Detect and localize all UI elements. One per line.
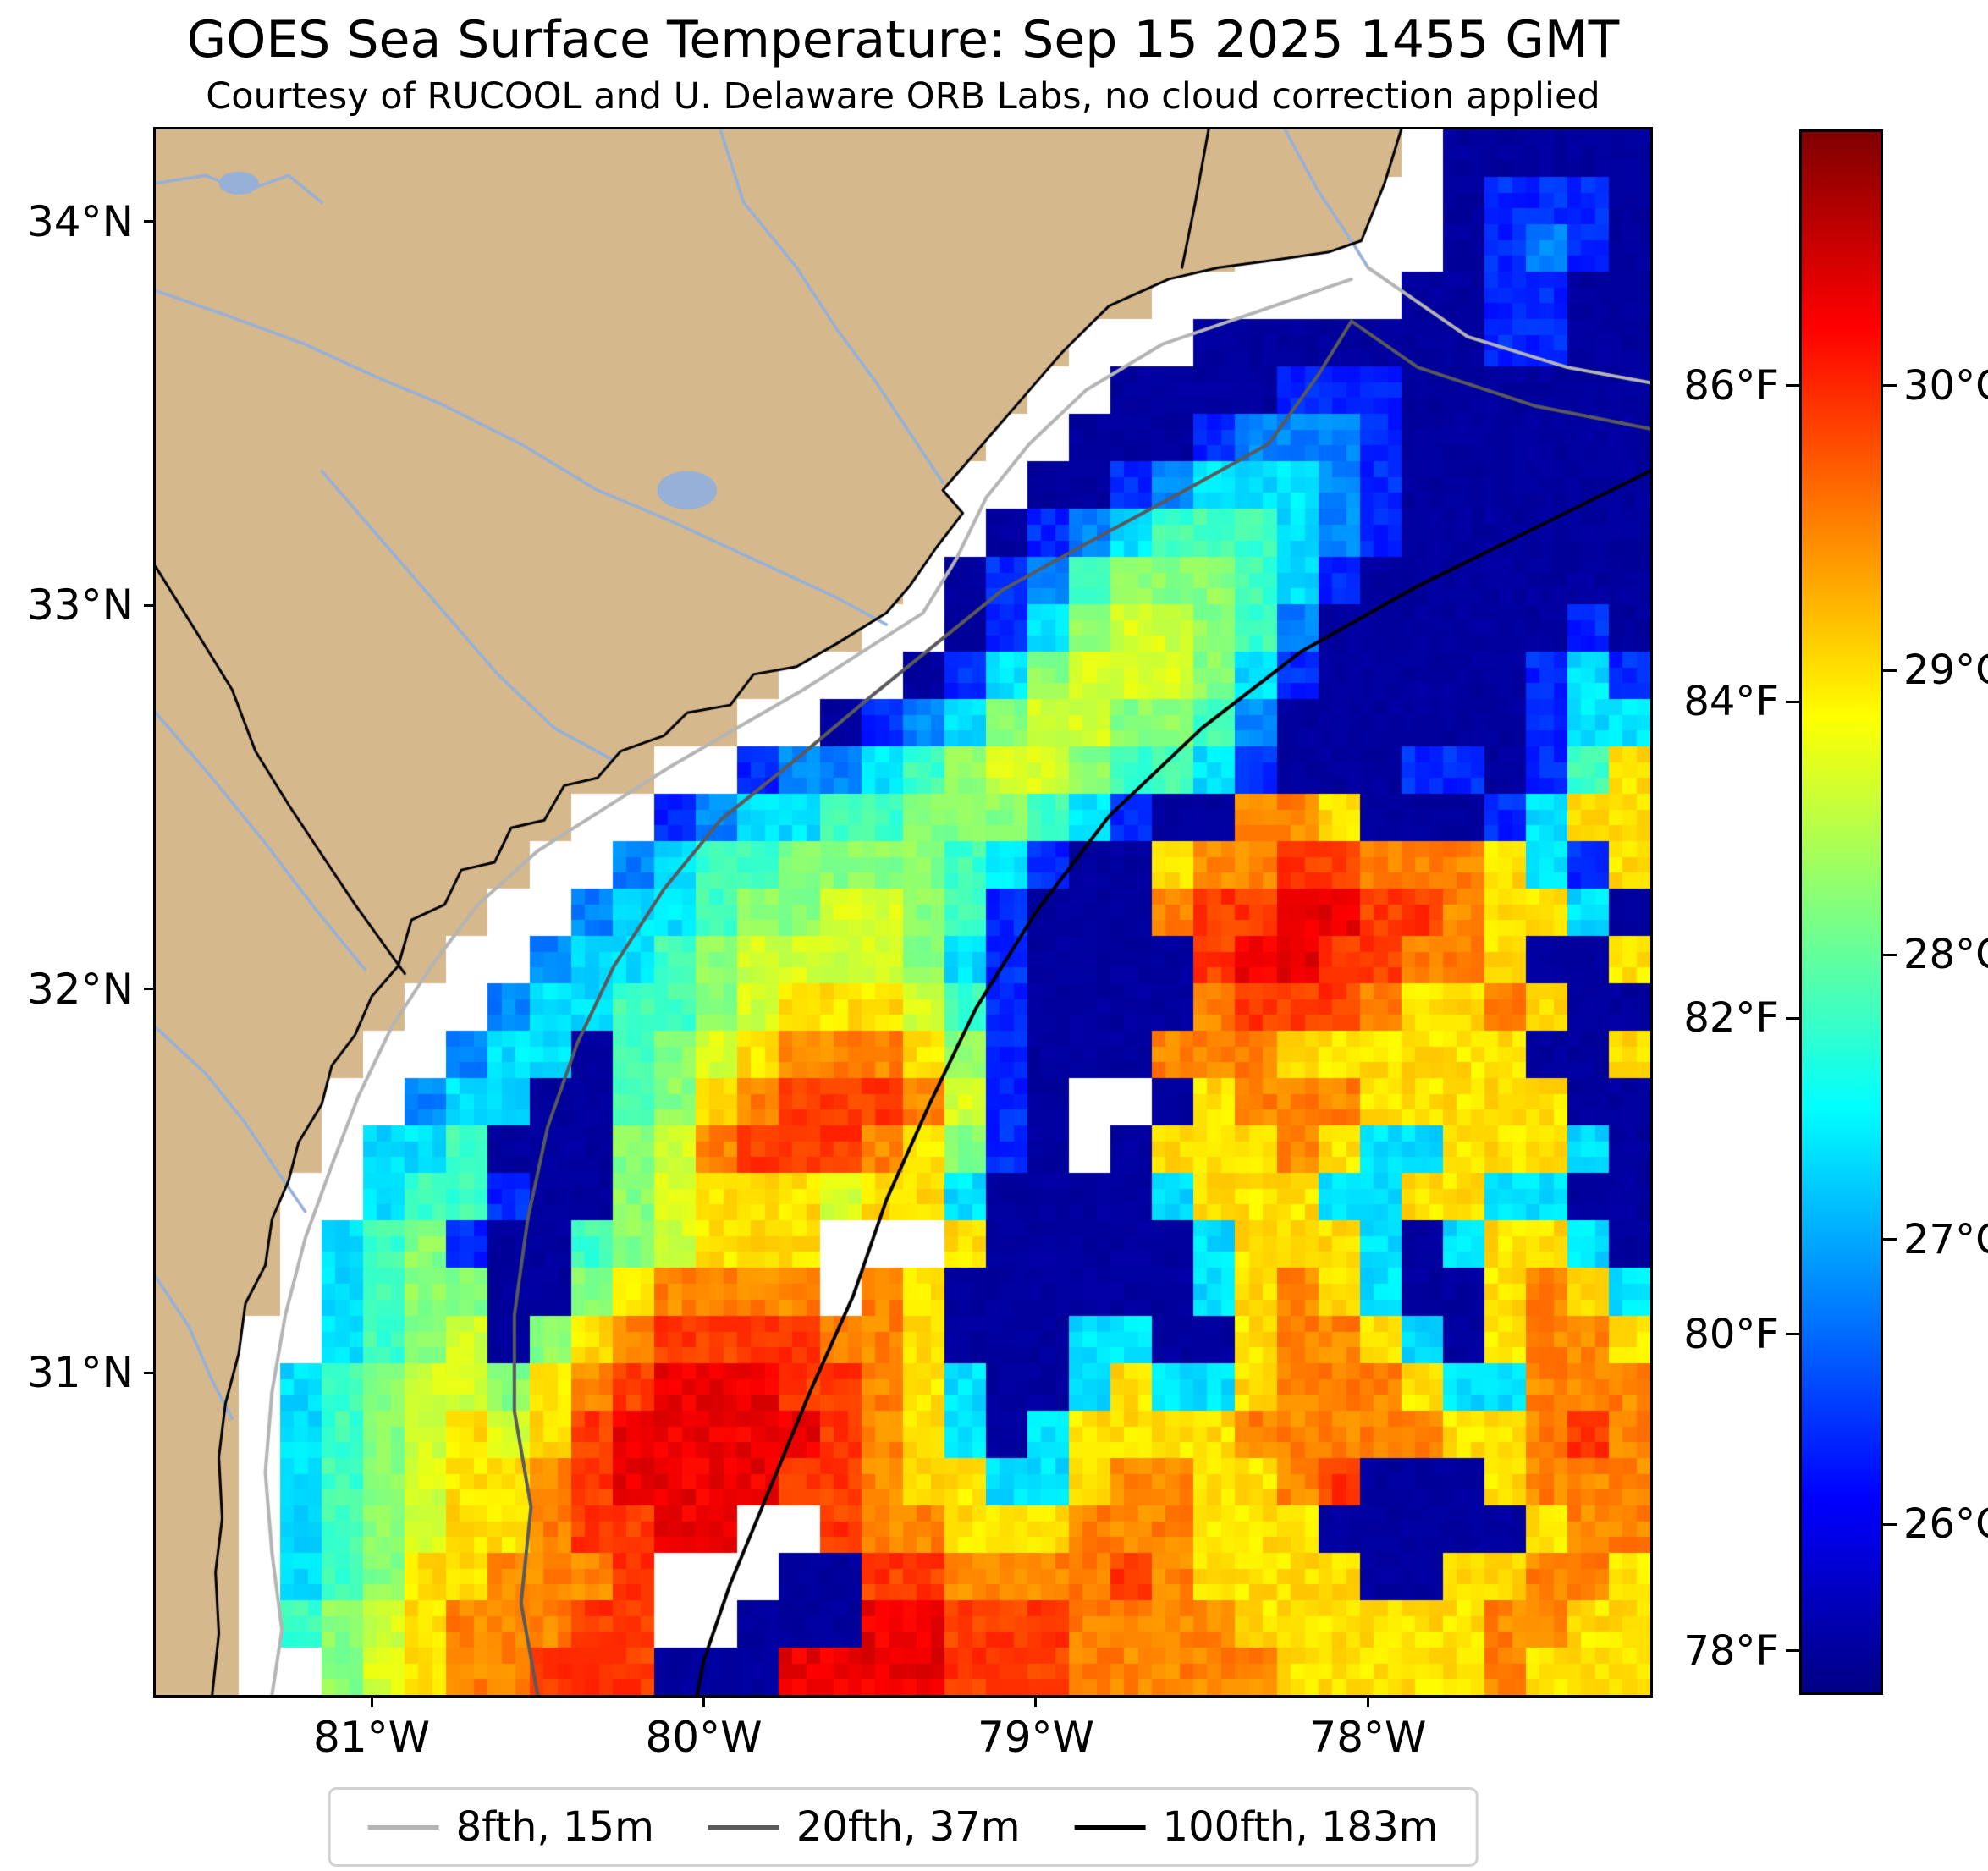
legend-label: 8fth, 15m <box>455 1803 654 1851</box>
colorbar-tick-celsius <box>1883 1522 1897 1526</box>
y-axis: 34°N 33°N 32°N 31°N <box>0 129 156 1695</box>
colorbar-tick-celsius <box>1883 669 1897 672</box>
colorbar-tick-fahrenheit <box>1786 1649 1799 1653</box>
legend-line-swatch <box>367 1824 439 1830</box>
chart-title: GOES Sea Surface Temperature: Sep 15 202… <box>186 10 1620 69</box>
x-tick-label: 81°W <box>313 1713 431 1762</box>
legend-label: 100fth, 183m <box>1162 1803 1439 1851</box>
colorbar-label-fahrenheit: 78°F <box>1683 1626 1779 1675</box>
colorbar-label-fahrenheit: 80°F <box>1683 1310 1779 1358</box>
sst-map-canvas <box>156 129 1650 1695</box>
y-tick-label: 33°N <box>26 581 134 630</box>
colorbar-gradient <box>1799 129 1883 1695</box>
colorbar-tick-celsius <box>1883 953 1897 956</box>
colorbar-tick-fahrenheit <box>1786 1333 1799 1336</box>
colorbar-tick-celsius <box>1883 384 1897 388</box>
colorbar-label-fahrenheit: 84°F <box>1683 678 1779 726</box>
contour-legend: 8fth, 15m 20fth, 37m 100fth, 183m <box>328 1787 1479 1867</box>
x-tick-mark <box>1034 1695 1038 1707</box>
y-tick-mark <box>144 220 156 223</box>
colorbar-tick-celsius <box>1883 1238 1897 1241</box>
y-tick-label: 34°N <box>26 196 134 246</box>
colorbar-label-celsius: 28°C <box>1903 931 1988 979</box>
colorbar-tick-fahrenheit <box>1786 384 1799 388</box>
legend-line-swatch <box>1074 1824 1146 1830</box>
legend-item: 8fth, 15m <box>367 1803 654 1851</box>
y-tick-mark <box>144 1371 156 1374</box>
y-tick-mark <box>144 988 156 991</box>
x-tick-label: 80°W <box>645 1713 763 1762</box>
y-tick-mark <box>144 603 156 607</box>
chart-subtitle: Courtesy of RUCOOL and U. Delaware ORB L… <box>206 75 1600 118</box>
x-tick-mark <box>370 1695 373 1707</box>
colorbar-label-fahrenheit: 82°F <box>1683 994 1779 1043</box>
legend-line-swatch <box>708 1824 779 1830</box>
map-plot <box>153 127 1653 1698</box>
colorbar-label-celsius: 30°C <box>1903 361 1988 410</box>
x-tick-mark <box>702 1695 706 1707</box>
x-axis: 81°W 80°W 79°W 78°W <box>156 1695 1650 1780</box>
x-tick-mark <box>1366 1695 1369 1707</box>
colorbar-label-celsius: 29°C <box>1903 647 1988 695</box>
colorbar-label-fahrenheit: 86°F <box>1683 361 1779 410</box>
legend-item: 100fth, 183m <box>1074 1803 1439 1851</box>
colorbar: 86°F 84°F 82°F 80°F 78°F 30°C 29°C 28°C 27°C 26°C <box>1683 129 1988 1695</box>
y-tick-label: 32°N <box>26 964 134 1014</box>
colorbar-tick-fahrenheit <box>1786 700 1799 703</box>
colorbar-label-celsius: 27°C <box>1903 1215 1988 1263</box>
legend-label: 20fth, 37m <box>796 1803 1021 1851</box>
colorbar-label-celsius: 26°C <box>1903 1500 1988 1549</box>
x-tick-label: 79°W <box>977 1713 1094 1762</box>
legend-item: 20fth, 37m <box>708 1803 1021 1851</box>
y-tick-label: 31°N <box>26 1348 134 1398</box>
x-tick-label: 78°W <box>1309 1713 1427 1762</box>
colorbar-tick-fahrenheit <box>1786 1016 1799 1020</box>
